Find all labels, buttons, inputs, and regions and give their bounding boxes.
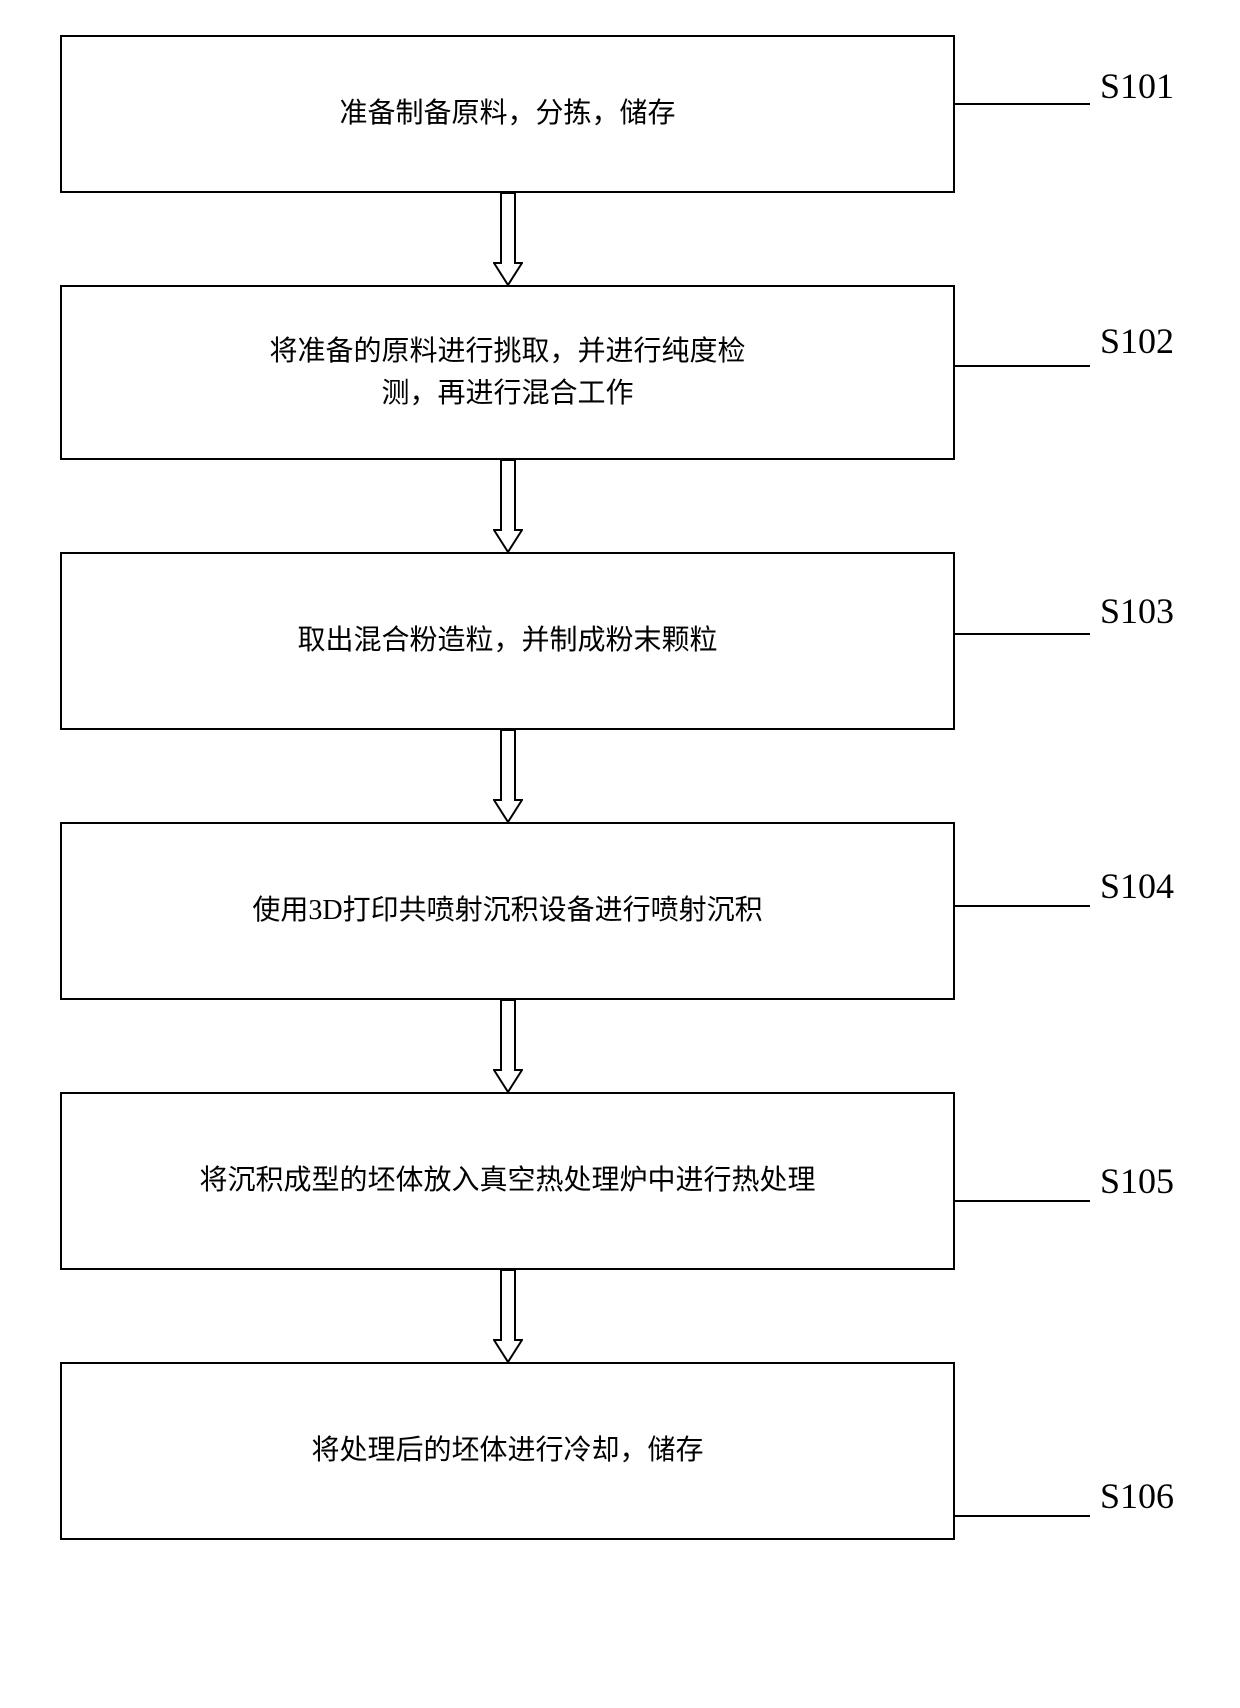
step-box-s101: 准备制备原料，分拣，储存: [60, 35, 955, 193]
step-label-s105: S105: [1100, 1160, 1174, 1202]
step-label-s102: S102: [1100, 320, 1174, 362]
step-text-s102-line2: 测，再进行混合工作: [381, 378, 633, 409]
connector-s101: [955, 103, 1090, 105]
step-box-s105: 将沉积成型的坯体放入真空热处理炉中进行热处理: [60, 1092, 955, 1270]
step-box-s103: 取出混合粉造粒，并制成粉末颗粒: [60, 552, 955, 730]
arrow-3: [60, 730, 955, 822]
flowchart-container: 准备制备原料，分拣，储存 S101 将准备的原料进行挑取，并进行纯度检 测，再进…: [60, 35, 1180, 1540]
connector-s106: [955, 1515, 1090, 1517]
step-text-s105: 将沉积成型的坯体放入真空热处理炉中进行热处理: [199, 1160, 815, 1202]
step-label-s103: S103: [1100, 590, 1174, 632]
arrow-5: [60, 1270, 955, 1362]
step-text-s102: 将准备的原料进行挑取，并进行纯度检 测，再进行混合工作: [269, 331, 745, 415]
step-text-s102-line1: 将准备的原料进行挑取，并进行纯度检: [269, 336, 745, 367]
step-label-s104: S104: [1100, 865, 1174, 907]
connector-s105: [955, 1200, 1090, 1202]
arrow-2: [60, 460, 955, 552]
connector-s103: [955, 633, 1090, 635]
step-text-s106: 将处理后的坯体进行冷却，储存: [311, 1430, 703, 1472]
step-label-s101: S101: [1100, 65, 1174, 107]
step-box-s104: 使用3D打印共喷射沉积设备进行喷射沉积: [60, 822, 955, 1000]
step-text-s101: 准备制备原料，分拣，储存: [339, 93, 675, 135]
step-text-s103: 取出混合粉造粒，并制成粉末颗粒: [297, 620, 717, 662]
connector-s104: [955, 905, 1090, 907]
arrow-1: [60, 193, 955, 285]
connector-s102: [955, 365, 1090, 367]
step-box-s106: 将处理后的坯体进行冷却，储存: [60, 1362, 955, 1540]
step-box-s102: 将准备的原料进行挑取，并进行纯度检 测，再进行混合工作: [60, 285, 955, 460]
step-text-s104: 使用3D打印共喷射沉积设备进行喷射沉积: [252, 890, 762, 932]
arrow-4: [60, 1000, 955, 1092]
step-label-s106: S106: [1100, 1475, 1174, 1517]
